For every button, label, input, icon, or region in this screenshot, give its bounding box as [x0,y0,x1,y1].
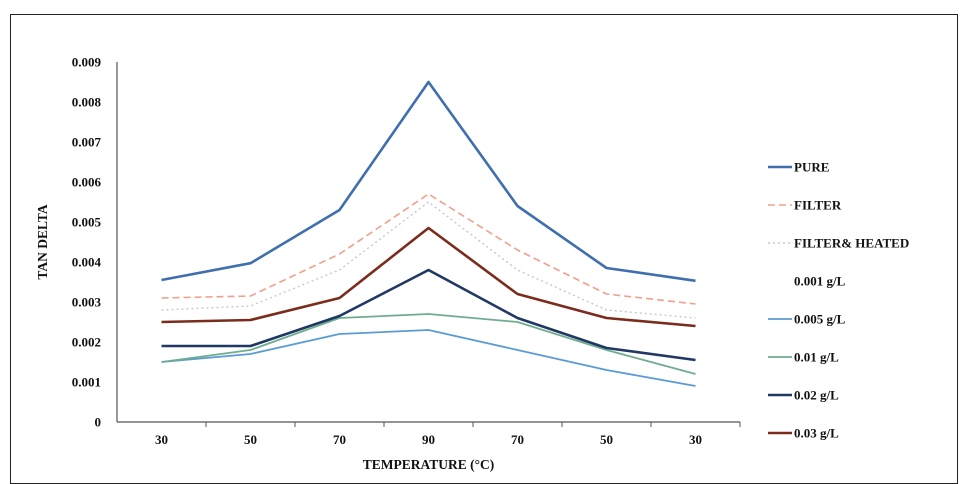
y-tick-label: 0.009 [72,55,102,70]
series-line-0 [161,80,696,283]
legend-label: FILTER [794,198,842,213]
line-chart: 0 0.001 0.002 0.003 0.004 0.005 0.006 0.007 0.00… [35,55,909,473]
legend-label: 0.03 g/L [794,426,839,441]
series-line-4 [161,329,696,387]
x-tick-label: 30 [689,432,702,447]
y-tick-label: 0.008 [72,95,102,110]
y-axis-title: TAN DELTA [35,204,50,279]
legend-label: PURE [794,160,829,175]
series-line-2 [161,201,696,319]
y-tick-label: 0.005 [72,215,102,230]
series-line-5 [161,313,696,375]
series-line-7 [161,226,696,328]
series-line-1 [161,193,696,305]
series-line-6 [161,268,696,362]
y-tick-label: 0.002 [72,335,101,350]
y-tick-label: 0.004 [72,255,102,270]
y-tick-label: 0.006 [72,175,102,190]
x-tick-label: 50 [600,432,613,447]
legend-label: 0.02 g/L [794,388,839,403]
x-tick-label: 50 [244,432,257,447]
legend-label: 0.01 g/L [794,350,839,365]
legend-label: 0.005 g/L [794,312,846,327]
chart-frame [10,14,958,484]
legend-label: 0.001 g/L [794,274,846,289]
x-axis-title: TEMPERATURE (°C) [363,457,495,472]
y-tick-label: 0.007 [72,135,102,150]
y-tick-label: 0.001 [72,375,101,390]
x-tick-label: 70 [511,432,524,447]
x-tick-label: 90 [422,432,435,447]
y-tick-label: 0 [95,415,102,430]
y-tick-label: 0.003 [72,295,102,310]
legend-label: FILTER& HEATED [794,236,909,251]
x-tick-label: 70 [333,432,346,447]
x-tick-label: 30 [155,432,168,447]
